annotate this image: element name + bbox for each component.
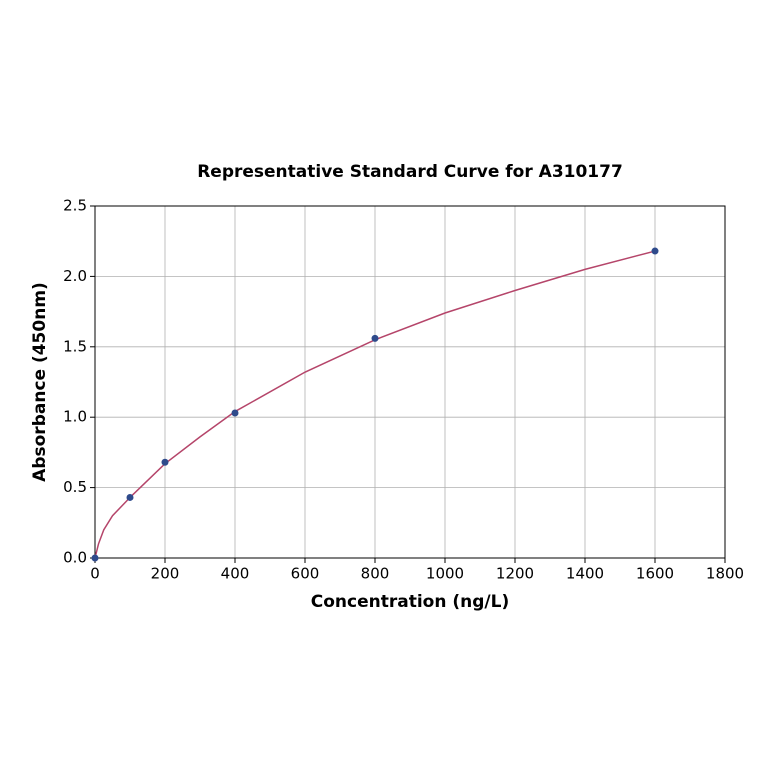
y-tick-label: 2.5 — [63, 197, 87, 215]
data-point — [651, 247, 659, 255]
x-tick-label: 600 — [291, 565, 320, 583]
x-tick-label: 1200 — [496, 565, 534, 583]
data-point — [91, 554, 99, 562]
x-tick-label: 400 — [221, 565, 250, 583]
data-point — [161, 458, 169, 466]
y-tick-label: 1.5 — [63, 337, 87, 355]
fit-curve — [94, 250, 656, 559]
data-point — [126, 493, 134, 501]
x-axis-label: Concentration (ng/L) — [311, 592, 509, 612]
x-tick-label: 200 — [151, 565, 180, 583]
x-tick-label: 800 — [361, 565, 390, 583]
y-tick-label: 2.0 — [63, 267, 87, 285]
plot-frame — [94, 205, 726, 559]
x-tick-label: 1600 — [636, 565, 674, 583]
data-point — [371, 334, 379, 342]
x-tick-label: 1000 — [426, 565, 464, 583]
y-tick-label: 0.5 — [63, 478, 87, 496]
y-tick-label: 1.0 — [63, 408, 87, 426]
y-axis-label: Absorbance (450nm) — [30, 282, 50, 482]
x-tick-label: 1800 — [706, 565, 744, 583]
x-tick-label: 1400 — [566, 565, 604, 583]
grid — [94, 205, 726, 559]
chart-title: Representative Standard Curve for A31017… — [197, 162, 623, 182]
y-tick-label: 0.0 — [63, 549, 87, 567]
x-tick-label: 0 — [90, 565, 100, 583]
data-point — [231, 409, 239, 417]
